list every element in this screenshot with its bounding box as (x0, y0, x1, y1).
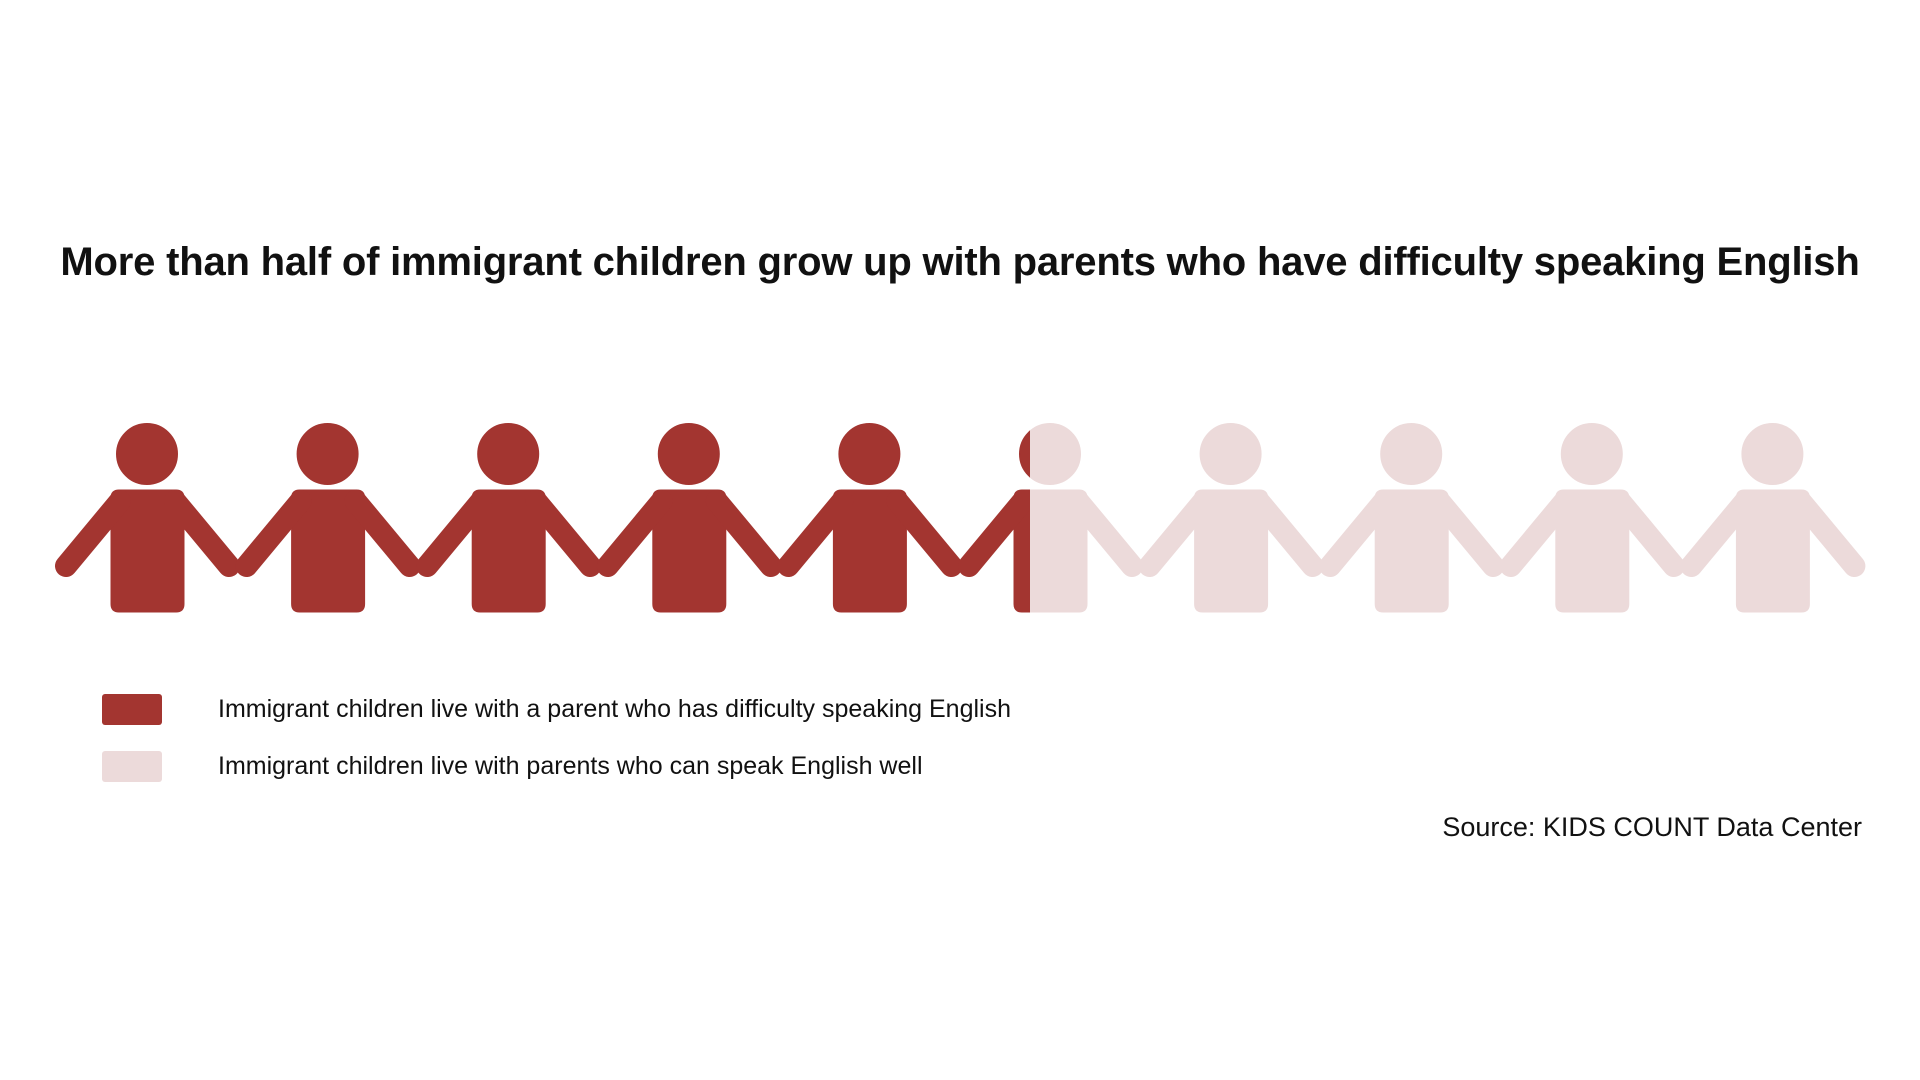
legend-label-difficulty: Immigrant children live with a parent wh… (218, 695, 1011, 723)
legend-swatch-difficulty (102, 694, 162, 725)
person-icon (66, 424, 229, 613)
figures-difficulty-layer (66, 424, 1132, 613)
person-icon (427, 424, 590, 613)
person-icon (247, 424, 410, 613)
person-icon (1330, 424, 1493, 613)
legend-label-speak-well: Immigrant children live with parents who… (218, 752, 923, 780)
legend-swatch-speak-well (102, 751, 162, 782)
person-icon (969, 424, 1132, 613)
person-icon (1511, 424, 1674, 613)
person-icon (1150, 424, 1313, 613)
source-note: Source: KIDS COUNT Data Center (1442, 812, 1862, 842)
person-icon (1691, 424, 1854, 613)
chart-title: More than half of immigrant children gro… (60, 240, 1860, 284)
person-icon (608, 424, 771, 613)
legend-item-speak-well: Immigrant children live with parents who… (102, 751, 1302, 782)
person-icon (788, 424, 951, 613)
legend-item-difficulty: Immigrant children live with a parent wh… (102, 694, 1302, 725)
